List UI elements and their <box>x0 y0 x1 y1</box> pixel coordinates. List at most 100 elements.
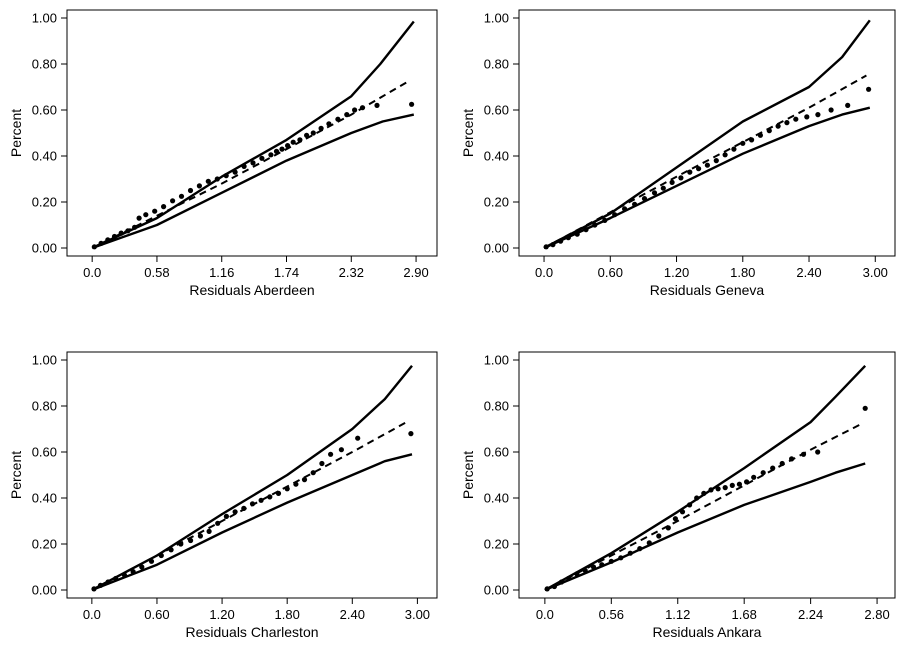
data-point <box>318 125 324 131</box>
x-axis-title: Residuals Geneva <box>650 282 765 298</box>
data-point <box>152 208 158 214</box>
data-point <box>566 575 572 582</box>
y-tick-label: 0.80 <box>32 399 57 414</box>
chart-panel-aberdeen: 0.00 0.20 0.40 0.60 0.80 1.00 0.0 0.58 1.16 1.74 2… <box>8 9 438 298</box>
plot-frame <box>66 351 438 599</box>
chart-panel-charleston: 0.00 0.20 0.40 0.60 0.80 1.00 0.0 0.60 1.20 1.80 2… <box>8 351 438 640</box>
x-tick-label: 2.90 <box>403 265 428 280</box>
x-tick-label: 2.40 <box>796 265 821 280</box>
y-axis-title: Percent <box>8 109 24 157</box>
data-point <box>91 244 97 250</box>
y-axis-title: Percent <box>8 451 24 499</box>
data-point <box>731 146 737 152</box>
data-point <box>713 158 719 164</box>
data-point <box>91 586 97 592</box>
x-tick-label: 1.12 <box>665 607 690 622</box>
data-point <box>206 528 212 535</box>
data-point <box>608 558 614 564</box>
data-point <box>672 516 679 522</box>
data-point <box>800 451 807 457</box>
data-point <box>687 169 693 175</box>
data-point <box>627 550 633 556</box>
data-point <box>646 540 652 546</box>
x-tick-label: 0.0 <box>536 607 554 622</box>
x-tick-label: 0.0 <box>83 265 101 280</box>
data-point <box>310 130 316 136</box>
data-point <box>845 102 851 108</box>
data-point <box>249 501 256 507</box>
y-tick-label: 0.00 <box>32 241 57 256</box>
data-point <box>558 579 565 585</box>
data-point <box>612 212 618 218</box>
x-tick-label: 2.80 <box>864 607 889 622</box>
data-point <box>268 152 274 158</box>
y-tick-label: 1.00 <box>32 11 57 26</box>
data-point <box>543 244 549 250</box>
data-point <box>757 132 764 138</box>
data-point <box>544 586 550 592</box>
data-point <box>223 513 229 520</box>
fitted-line <box>91 79 412 249</box>
data-point <box>279 146 285 152</box>
data-point <box>679 509 686 515</box>
fitted-line <box>91 421 408 591</box>
chart-panel-geneva: 0.00 0.20 0.40 0.60 0.80 1.00 0.0 0.60 1.20 1.80 2… <box>460 9 896 298</box>
data-point <box>766 128 772 134</box>
data-point <box>148 558 155 564</box>
upper-band-line <box>544 364 867 592</box>
data-point <box>828 107 834 113</box>
data-point <box>355 435 361 441</box>
data-point <box>290 139 296 145</box>
data-point <box>701 490 707 496</box>
data-point <box>784 120 790 126</box>
data-point <box>178 541 184 547</box>
data-point <box>304 132 310 138</box>
data-point <box>105 237 111 243</box>
data-point <box>558 238 564 244</box>
data-point <box>335 116 341 122</box>
data-point <box>359 105 366 111</box>
data-point <box>729 482 735 488</box>
x-tick-label: 1.74 <box>274 265 299 280</box>
data-point <box>250 160 256 166</box>
data-point <box>223 173 229 179</box>
x-tick-label: 1.20 <box>664 265 689 280</box>
x-tick-label: 2.32 <box>339 265 364 280</box>
lower-band-line <box>543 106 871 250</box>
lower-band-line <box>544 462 866 592</box>
x-tick-label: 1.20 <box>209 607 234 622</box>
fitted-line <box>543 74 867 249</box>
data-point <box>241 163 247 169</box>
y-tick-label: 0.40 <box>32 149 57 164</box>
data-point <box>178 193 185 199</box>
data-point <box>599 562 605 568</box>
data-point <box>344 112 350 118</box>
y-tick-label: 0.60 <box>484 103 509 118</box>
y-tick-label: 0.40 <box>484 149 509 164</box>
x-tick-label: 3.00 <box>405 607 430 622</box>
data-point <box>696 166 702 172</box>
data-point <box>641 196 648 202</box>
data-point <box>656 533 662 539</box>
data-point <box>105 579 111 585</box>
lower-band-line <box>91 113 415 250</box>
data-point <box>760 470 766 476</box>
upper-band-line <box>91 365 413 592</box>
data-point <box>632 201 638 207</box>
x-tick-label: 0.58 <box>144 265 169 280</box>
data-point <box>751 474 757 480</box>
y-tick-label: 0.80 <box>484 399 509 414</box>
y-tick-label: 0.20 <box>32 195 57 210</box>
data-point <box>136 215 142 221</box>
y-axis-title: Percent <box>460 109 476 157</box>
data-point <box>121 572 127 578</box>
y-tick-label: 0.00 <box>484 241 509 256</box>
data-point <box>214 176 220 182</box>
x-tick-label: 0.60 <box>144 607 169 622</box>
x-axis-title: Residuals Aberdeen <box>189 282 314 298</box>
data-point <box>98 240 104 246</box>
x-tick-label: 0.56 <box>599 607 624 622</box>
data-point <box>862 405 868 411</box>
data-point <box>232 509 238 515</box>
data-point <box>592 222 598 228</box>
